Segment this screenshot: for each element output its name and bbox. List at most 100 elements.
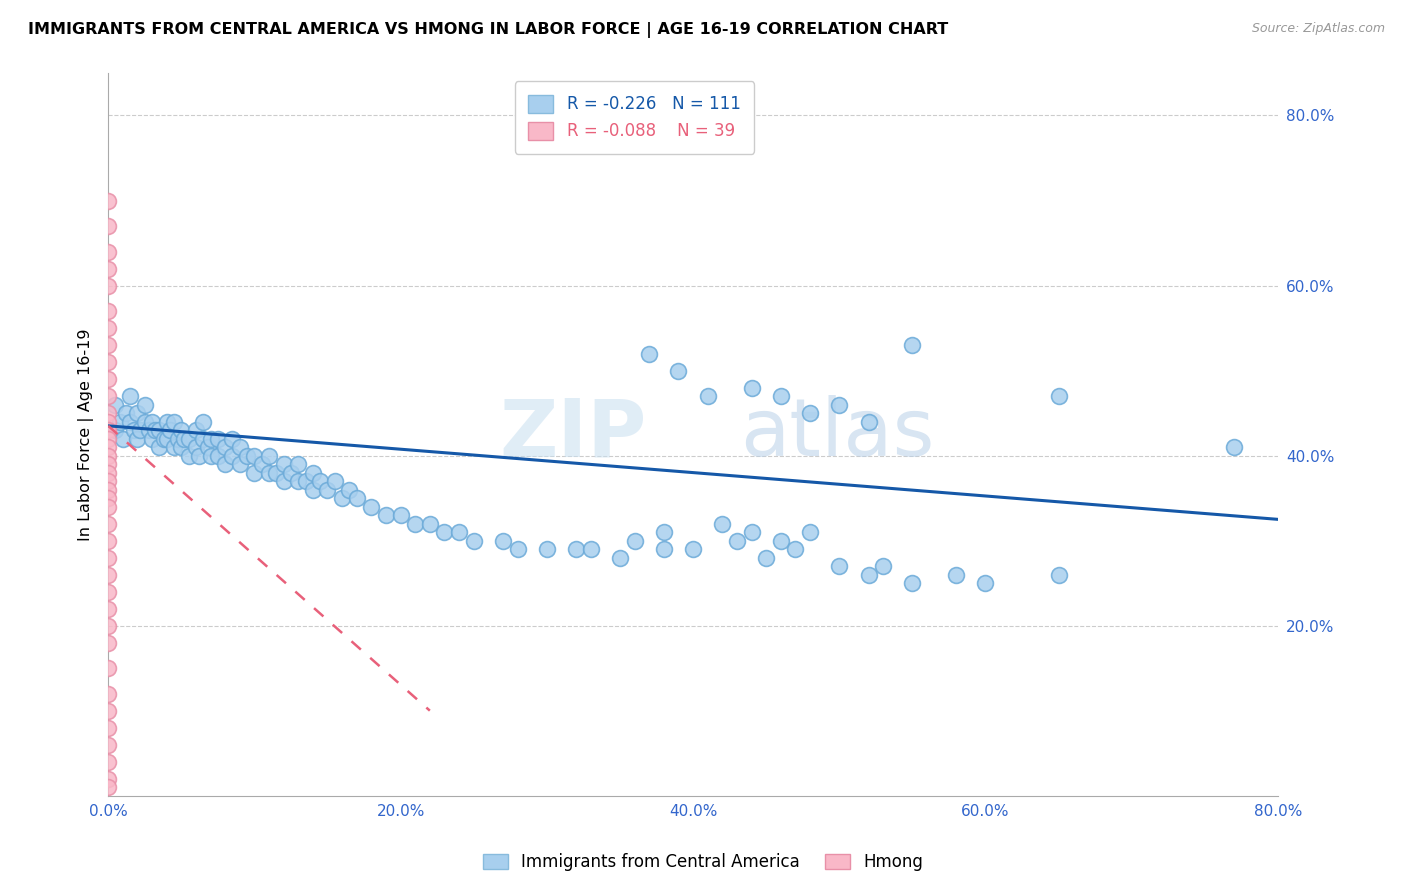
Point [404, 516, 426, 531]
Point [177, 449, 200, 463]
Point [108, 415, 131, 429]
Point [156, 432, 179, 446]
Point [111, 432, 134, 446]
Point [741, 525, 763, 540]
Point [97, 219, 120, 233]
Point [127, 406, 149, 420]
Point [799, 525, 821, 540]
Point [187, 449, 209, 463]
Point [97, 304, 120, 318]
Point [974, 576, 997, 591]
Point [97, 550, 120, 565]
Point [872, 559, 894, 574]
Point [97, 687, 120, 701]
Point [273, 474, 295, 488]
Point [243, 466, 266, 480]
Point [97, 338, 120, 352]
Point [725, 533, 748, 548]
Point [97, 483, 120, 497]
Point [294, 474, 316, 488]
Point [127, 432, 149, 446]
Point [623, 533, 645, 548]
Point [316, 483, 339, 497]
Point [901, 576, 924, 591]
Point [97, 389, 120, 403]
Point [638, 346, 661, 360]
Point [257, 466, 280, 480]
Point [207, 449, 229, 463]
Point [696, 389, 718, 403]
Y-axis label: In Labor Force | Age 16-19: In Labor Force | Age 16-19 [79, 328, 94, 541]
Legend: R = -0.226   N = 111, R = -0.088    N = 39: R = -0.226 N = 111, R = -0.088 N = 39 [515, 81, 754, 153]
Point [148, 423, 170, 437]
Point [97, 704, 120, 718]
Point [463, 533, 485, 548]
Point [799, 406, 821, 420]
Point [243, 449, 266, 463]
Point [97, 440, 120, 454]
Point [152, 432, 174, 446]
Point [97, 457, 120, 471]
Point [193, 432, 215, 446]
Point [214, 457, 236, 471]
Point [97, 355, 120, 369]
Point [97, 466, 120, 480]
Point [652, 525, 675, 540]
Point [104, 423, 127, 437]
Point [134, 398, 156, 412]
Text: atlas: atlas [740, 395, 934, 474]
Point [711, 516, 734, 531]
Point [785, 542, 807, 557]
Point [156, 415, 179, 429]
Point [229, 440, 252, 454]
Point [200, 449, 222, 463]
Point [120, 389, 142, 403]
Point [97, 321, 120, 335]
Point [287, 457, 309, 471]
Point [536, 542, 558, 557]
Point [668, 363, 690, 377]
Point [330, 491, 353, 505]
Point [769, 389, 792, 403]
Point [741, 380, 763, 394]
Point [97, 261, 120, 276]
Point [360, 500, 382, 514]
Point [449, 525, 471, 540]
Point [221, 432, 243, 446]
Point [97, 721, 120, 735]
Point [173, 432, 195, 446]
Point [945, 567, 967, 582]
Point [97, 567, 120, 582]
Point [148, 440, 170, 454]
Point [652, 542, 675, 557]
Point [104, 398, 127, 412]
Point [250, 457, 273, 471]
Point [184, 423, 207, 437]
Point [163, 440, 186, 454]
Point [1047, 389, 1070, 403]
Point [339, 483, 361, 497]
Point [124, 423, 146, 437]
Point [257, 449, 280, 463]
Point [287, 474, 309, 488]
Point [120, 415, 142, 429]
Point [170, 423, 193, 437]
Point [184, 440, 207, 454]
Point [858, 567, 880, 582]
Point [193, 415, 215, 429]
Point [159, 423, 181, 437]
Point [901, 338, 924, 352]
Point [266, 466, 288, 480]
Point [682, 542, 704, 557]
Point [207, 432, 229, 446]
Point [609, 550, 631, 565]
Point [97, 516, 120, 531]
Point [236, 449, 259, 463]
Point [1047, 567, 1070, 582]
Point [197, 440, 219, 454]
Point [221, 449, 243, 463]
Text: ZIP: ZIP [499, 395, 647, 474]
Point [273, 457, 295, 471]
Point [97, 423, 120, 437]
Point [97, 194, 120, 208]
